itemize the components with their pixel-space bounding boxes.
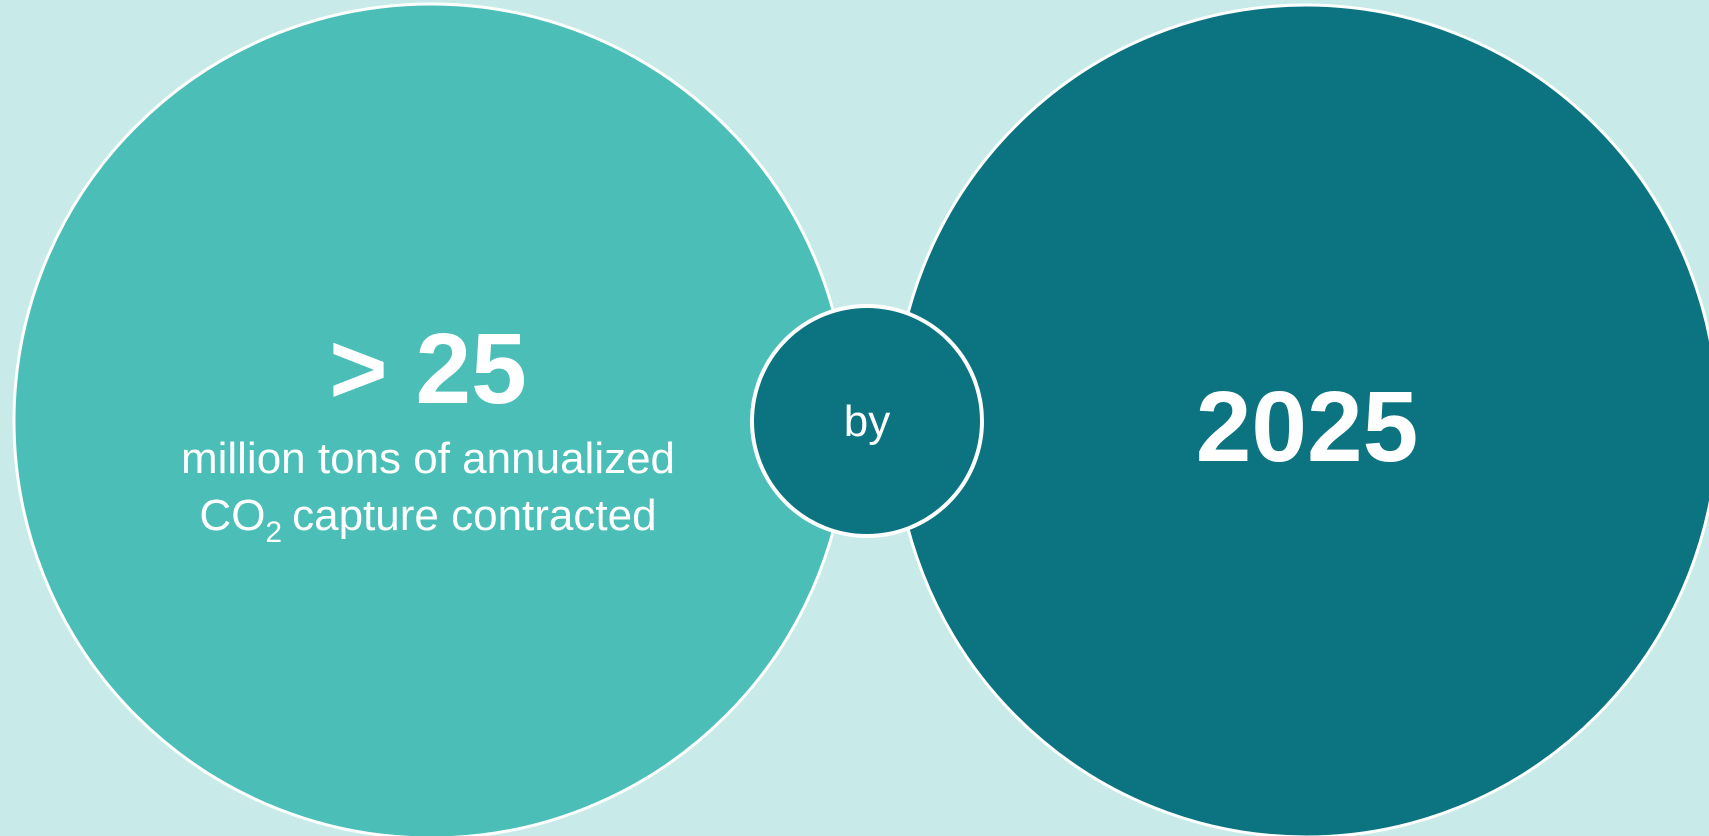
- left-headline: > 25: [329, 313, 526, 425]
- left-line1: million tons of annualized: [181, 434, 675, 483]
- right-headline: 2025: [1196, 371, 1418, 483]
- left-line2-subscript: 2: [265, 516, 282, 549]
- left-line2-prefix: CO: [199, 491, 265, 540]
- connector-circle: [750, 304, 984, 538]
- connector-text: by: [844, 397, 890, 446]
- left-line2-rest: capture contracted: [292, 491, 656, 540]
- left-line2: CO2 capture contracted: [199, 491, 656, 549]
